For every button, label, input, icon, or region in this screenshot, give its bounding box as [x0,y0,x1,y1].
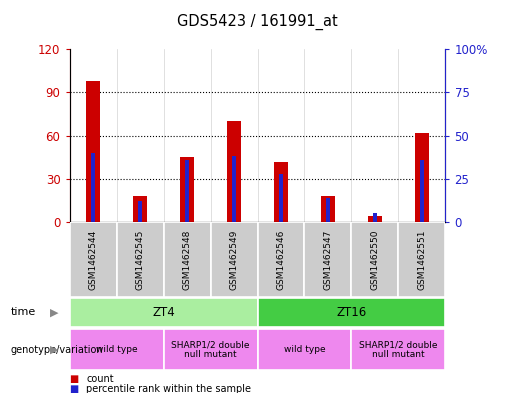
Bar [326,198,330,222]
Text: GSM1462545: GSM1462545 [135,229,145,290]
Bar [70,222,116,297]
Bar [279,174,283,222]
Bar [321,196,335,222]
Text: SHARP1/2 double
null mutant: SHARP1/2 double null mutant [171,340,250,360]
Bar [70,329,164,370]
Text: ▶: ▶ [50,307,58,318]
Text: time: time [10,307,36,318]
Bar [211,222,258,297]
Text: ■: ■ [70,374,79,384]
Bar [86,81,100,222]
Text: count: count [86,374,114,384]
Bar [352,222,399,297]
Bar [352,329,445,370]
Text: GDS5423 / 161991_at: GDS5423 / 161991_at [177,13,338,30]
Bar [373,213,377,222]
Text: GSM1462549: GSM1462549 [230,229,238,290]
Bar [399,222,445,297]
Bar [133,196,147,222]
Bar [70,298,258,327]
Text: ZT4: ZT4 [152,306,175,319]
Bar [227,121,241,222]
Bar [164,222,211,297]
Bar [368,216,382,222]
Text: genotype/variation: genotype/variation [10,345,103,355]
Bar [164,329,258,370]
Text: ZT16: ZT16 [336,306,367,319]
Bar [116,222,164,297]
Bar [180,157,194,222]
Text: GSM1462550: GSM1462550 [370,229,380,290]
Bar [258,222,304,297]
Text: percentile rank within the sample: percentile rank within the sample [86,384,251,393]
Bar [258,329,351,370]
Text: GSM1462551: GSM1462551 [418,229,426,290]
Bar [274,162,288,222]
Bar [258,298,445,327]
Bar [185,160,189,222]
Bar [415,133,429,222]
Text: wild type: wild type [284,345,325,354]
Text: GSM1462547: GSM1462547 [323,229,333,290]
Bar [304,222,352,297]
Text: GSM1462544: GSM1462544 [89,229,97,290]
Text: ■: ■ [70,384,79,393]
Text: GSM1462546: GSM1462546 [277,229,285,290]
Bar [91,153,95,222]
Text: wild type: wild type [96,345,138,354]
Text: SHARP1/2 double
null mutant: SHARP1/2 double null mutant [359,340,438,360]
Bar [138,201,142,222]
Bar [232,156,236,222]
Bar [420,160,424,222]
Text: GSM1462548: GSM1462548 [182,229,192,290]
Text: ▶: ▶ [50,345,58,355]
